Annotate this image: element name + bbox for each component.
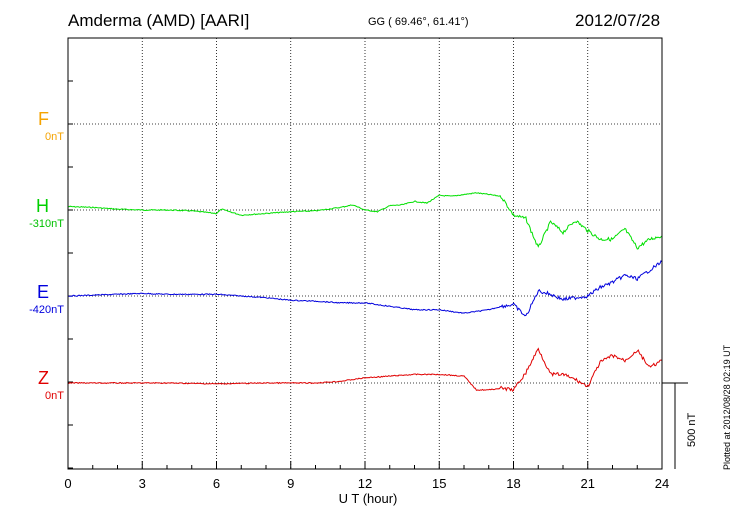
x-tick-label: 9 (287, 476, 294, 491)
x-tick-label: 3 (139, 476, 146, 491)
series-line-z (67, 347, 663, 392)
baseline-label-f: 0nT (45, 131, 64, 143)
component-label-z: Z (38, 368, 49, 388)
x-tick-label: 21 (581, 476, 595, 491)
x-tick-label: 6 (213, 476, 220, 491)
x-tick-label: 15 (432, 476, 446, 491)
component-label-e: E (36, 282, 49, 302)
plotted-at-note: Plotted at 2012/08/28 02:19 UT (722, 344, 730, 470)
series-line-h (67, 192, 663, 250)
x-tick-label: 18 (506, 476, 520, 491)
series-lines (67, 192, 663, 392)
scale-bar (662, 382, 688, 469)
baseline-label-z: 0nT (45, 390, 64, 402)
component-label-f: F (38, 109, 49, 129)
series-line-e (67, 260, 663, 317)
x-tick-label: 24 (655, 476, 669, 491)
x-tick-label: 0 (64, 476, 71, 491)
date-label: 2012/07/28 (575, 11, 661, 30)
scale-bar-label: 500 nT (686, 412, 698, 447)
geographic-coordinates: GG ( 69.46°, 61.41°) (368, 16, 469, 28)
x-tick-label: 12 (358, 476, 372, 491)
x-axis-label: U T (hour) (339, 491, 398, 506)
component-label-h: H (36, 196, 49, 216)
station-title: Amderma (AMD) [AARI] (68, 11, 250, 30)
baseline-label-e: -420nT (29, 304, 64, 316)
x-axis-ticks: 0 3 6 9 12 15 18 21 24 (64, 461, 669, 491)
grid-lines (68, 38, 662, 469)
baseline-label-h: -310nT (29, 218, 64, 230)
